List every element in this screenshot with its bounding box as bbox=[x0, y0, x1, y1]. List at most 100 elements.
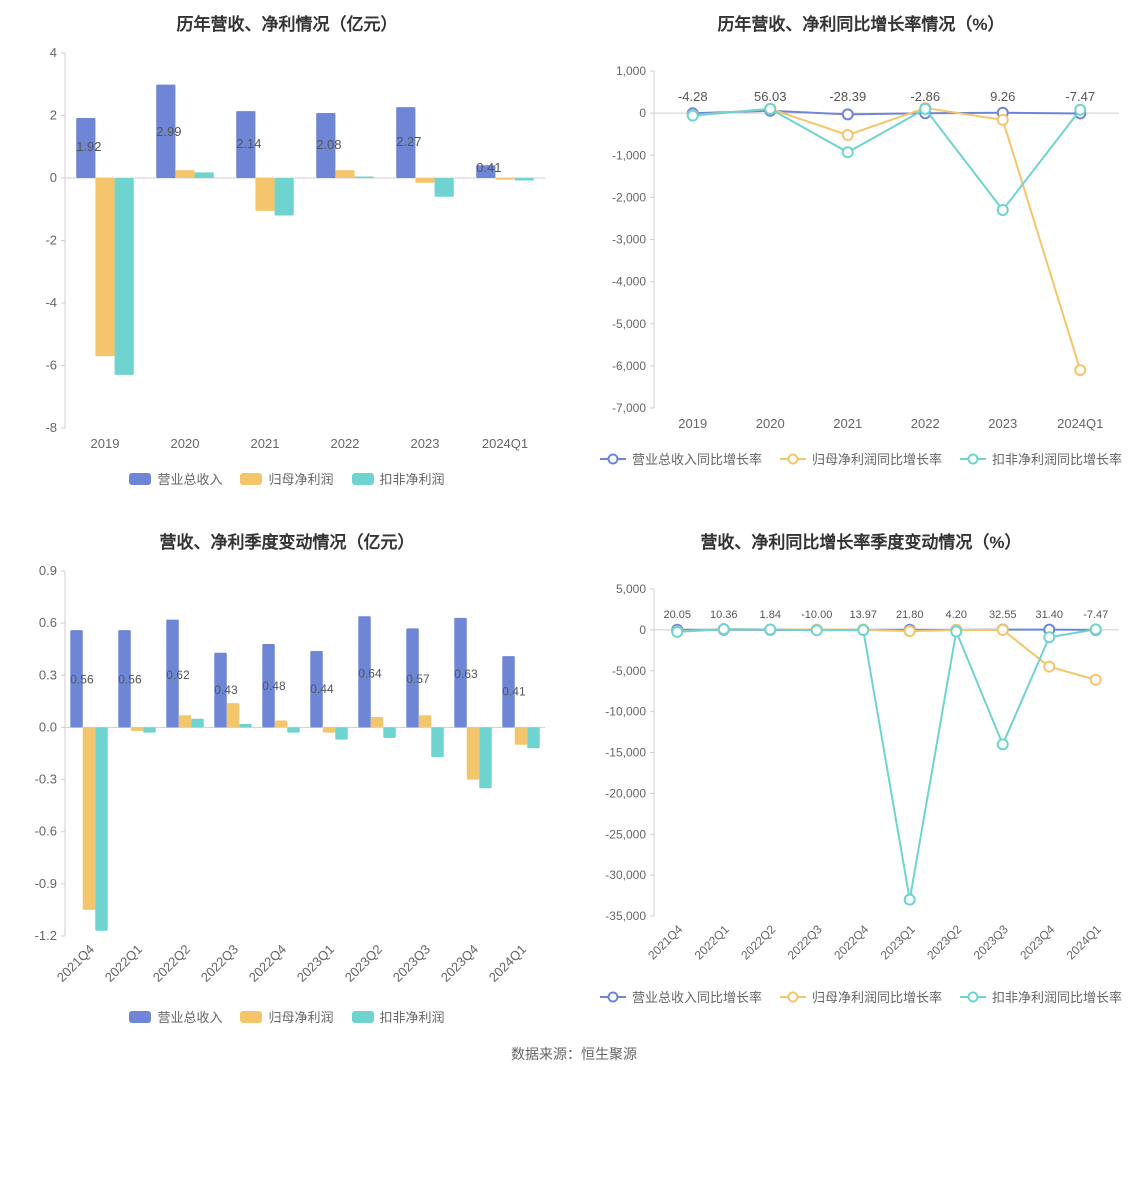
svg-text:2023Q2: 2023Q2 bbox=[924, 922, 964, 962]
legend-item: 扣非净利润同比增长率 bbox=[960, 449, 1122, 468]
legend-item: 营业总收入同比增长率 bbox=[600, 987, 762, 1006]
chart4-title: 营收、净利同比增长率季度变动情况（%） bbox=[584, 528, 1138, 553]
chart2-title: 历年营收、净利同比增长率情况（%） bbox=[584, 10, 1138, 35]
svg-text:13.97: 13.97 bbox=[849, 609, 877, 621]
legend-swatch bbox=[600, 990, 626, 1004]
chart4-svg: -35,000-30,000-25,000-20,000-15,000-10,0… bbox=[584, 561, 1134, 981]
panel-annual-revenue: 历年营收、净利情况（亿元） -8-6-4-20241.922.992.142.0… bbox=[10, 10, 564, 508]
svg-text:-2: -2 bbox=[45, 233, 57, 248]
svg-text:-25,000: -25,000 bbox=[605, 827, 646, 841]
svg-text:-15,000: -15,000 bbox=[605, 746, 646, 760]
svg-text:-1,000: -1,000 bbox=[612, 148, 646, 162]
chart1-svg: -8-6-4-20241.922.992.142.082.270.4120192… bbox=[10, 43, 560, 463]
svg-text:-4,000: -4,000 bbox=[612, 275, 646, 289]
svg-text:56.03: 56.03 bbox=[754, 89, 787, 104]
svg-text:1.92: 1.92 bbox=[76, 139, 101, 154]
legend-item: 归母净利润同比增长率 bbox=[780, 987, 942, 1006]
legend-item: 归母净利润 bbox=[240, 469, 333, 488]
svg-text:-5,000: -5,000 bbox=[612, 317, 646, 331]
svg-text:-28.39: -28.39 bbox=[829, 89, 866, 104]
legend-label: 归母净利润同比增长率 bbox=[812, 987, 942, 1006]
svg-text:-30,000: -30,000 bbox=[605, 868, 646, 882]
svg-text:0.57: 0.57 bbox=[406, 672, 430, 686]
svg-text:-2.86: -2.86 bbox=[910, 89, 940, 104]
svg-text:1.84: 1.84 bbox=[760, 609, 781, 621]
legend-label: 归母净利润 bbox=[268, 1007, 333, 1026]
legend-item: 扣非净利润同比增长率 bbox=[960, 987, 1122, 1006]
svg-text:-7.47: -7.47 bbox=[1083, 609, 1108, 621]
svg-text:2023Q2: 2023Q2 bbox=[342, 942, 385, 985]
legend-swatch bbox=[129, 1011, 151, 1023]
svg-text:5,000: 5,000 bbox=[616, 582, 646, 596]
chart3-svg: -1.2-0.9-0.6-0.30.00.30.60.90.560.560.62… bbox=[10, 561, 560, 1001]
legend-swatch bbox=[240, 473, 262, 485]
svg-text:2023: 2023 bbox=[988, 416, 1017, 431]
svg-text:2021: 2021 bbox=[833, 416, 862, 431]
svg-text:-5,000: -5,000 bbox=[612, 664, 646, 678]
chart3-title: 营收、净利季度变动情况（亿元） bbox=[10, 528, 564, 553]
legend-item: 营业总收入同比增长率 bbox=[600, 449, 762, 468]
svg-text:31.40: 31.40 bbox=[1035, 609, 1063, 621]
svg-text:-1.2: -1.2 bbox=[35, 928, 57, 943]
legend-label: 营业总收入 bbox=[157, 1007, 222, 1026]
svg-text:32.55: 32.55 bbox=[989, 609, 1017, 621]
svg-text:0.62: 0.62 bbox=[166, 668, 190, 682]
svg-text:2022Q2: 2022Q2 bbox=[738, 922, 778, 962]
svg-text:2022Q3: 2022Q3 bbox=[198, 942, 241, 985]
svg-text:1,000: 1,000 bbox=[616, 64, 646, 78]
panel-quarterly-growth: 营收、净利同比增长率季度变动情况（%） -35,000 -30,000 -25,00… bbox=[584, 528, 1138, 1026]
svg-text:-7,000: -7,000 bbox=[612, 401, 646, 415]
svg-text:-6: -6 bbox=[45, 358, 57, 373]
svg-text:0.6: 0.6 bbox=[39, 615, 57, 630]
svg-text:-10,000: -10,000 bbox=[605, 705, 646, 719]
svg-text:4.20: 4.20 bbox=[946, 609, 967, 621]
svg-text:0.63: 0.63 bbox=[454, 667, 478, 681]
legend-label: 扣非净利润 bbox=[380, 1007, 445, 1026]
svg-text:9.26: 9.26 bbox=[990, 89, 1015, 104]
legend-label: 扣非净利润同比增长率 bbox=[992, 987, 1122, 1006]
svg-text:0.64: 0.64 bbox=[358, 666, 382, 680]
svg-text:20.05: 20.05 bbox=[663, 609, 691, 621]
svg-text:0.41: 0.41 bbox=[502, 684, 526, 698]
panel-quarterly-revenue: 营收、净利季度变动情况（亿元） -1.2-0.9-0.6-0.30.00.30.… bbox=[10, 528, 564, 1026]
legend-item: 营业总收入 bbox=[129, 1007, 222, 1026]
svg-text:0.41: 0.41 bbox=[476, 160, 501, 175]
legend-label: 营业总收入 bbox=[157, 469, 222, 488]
legend-swatch bbox=[352, 1011, 374, 1023]
svg-text:2.27: 2.27 bbox=[396, 134, 421, 149]
svg-text:2020: 2020 bbox=[171, 436, 200, 451]
svg-text:0.0: 0.0 bbox=[39, 719, 57, 734]
svg-text:2.14: 2.14 bbox=[236, 136, 261, 151]
svg-text:-8: -8 bbox=[45, 420, 57, 435]
svg-text:2022: 2022 bbox=[331, 436, 360, 451]
legend-label: 归母净利润同比增长率 bbox=[812, 449, 942, 468]
svg-text:2023: 2023 bbox=[411, 436, 440, 451]
svg-text:2024Q1: 2024Q1 bbox=[1057, 416, 1103, 431]
svg-text:0.3: 0.3 bbox=[39, 667, 57, 682]
legend-swatch bbox=[780, 990, 806, 1004]
svg-text:0.43: 0.43 bbox=[214, 683, 238, 697]
charts-grid: 历年营收、净利情况（亿元） -8-6-4-20241.922.992.142.0… bbox=[10, 10, 1138, 1026]
svg-text:2022: 2022 bbox=[911, 416, 940, 431]
svg-text:0.48: 0.48 bbox=[262, 679, 286, 693]
svg-text:-3,000: -3,000 bbox=[612, 233, 646, 247]
svg-text:4: 4 bbox=[50, 45, 57, 60]
legend-label: 扣非净利润 bbox=[380, 469, 445, 488]
svg-text:2024Q1: 2024Q1 bbox=[482, 436, 528, 451]
legend-label: 营业总收入同比增长率 bbox=[632, 449, 762, 468]
svg-text:2022Q1: 2022Q1 bbox=[102, 942, 145, 985]
svg-text:2022Q1: 2022Q1 bbox=[692, 922, 732, 962]
legend-swatch bbox=[960, 452, 986, 466]
chart4-legend: 营业总收入同比增长率 归母净利润同比增长率 扣非净利润同比增长率 bbox=[584, 987, 1138, 1006]
svg-text:-35,000: -35,000 bbox=[605, 909, 646, 923]
chart2-legend: 营业总收入同比增长率 归母净利润同比增长率扣非净利润同比增长率 bbox=[584, 449, 1138, 468]
svg-text:0.9: 0.9 bbox=[39, 563, 57, 578]
svg-text:0.56: 0.56 bbox=[70, 673, 94, 687]
svg-text:2019: 2019 bbox=[91, 436, 120, 451]
svg-text:2021Q4: 2021Q4 bbox=[645, 922, 685, 962]
svg-text:-7.47: -7.47 bbox=[1065, 89, 1095, 104]
svg-text:2023Q3: 2023Q3 bbox=[390, 942, 433, 985]
chart1-legend: 营业总收入归母净利润 扣非净利润 bbox=[10, 469, 564, 488]
svg-text:-0.6: -0.6 bbox=[35, 824, 57, 839]
legend-item: 扣非净利润 bbox=[352, 469, 445, 488]
